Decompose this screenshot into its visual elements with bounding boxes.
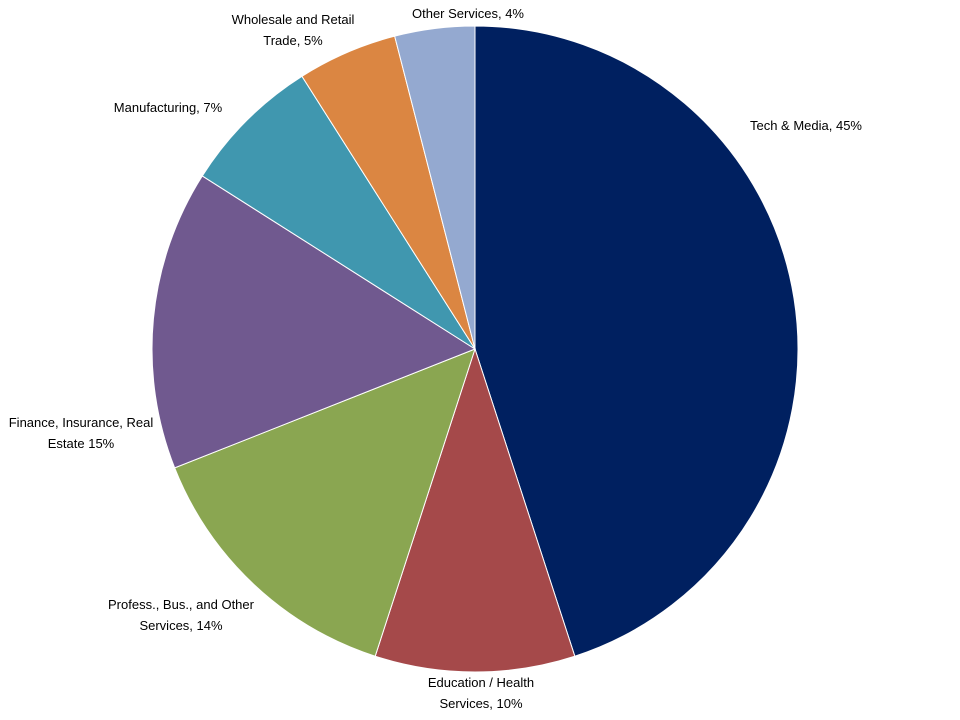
slice-label-line: Manufacturing, 7%: [114, 100, 223, 115]
slice-label-line: Services, 10%: [439, 696, 523, 711]
slice-label-4: Manufacturing, 7%: [114, 100, 223, 115]
pie-slice-1: [374, 347, 576, 673]
slice-label-5: Wholesale and Retail Trade, 5%: [232, 12, 355, 48]
slice-label-line: Wholesale and Retail: [232, 12, 355, 27]
slice-label-line: Other Services, 4%: [412, 6, 524, 21]
pie-slice-2: [174, 348, 476, 657]
pie-slices: [151, 25, 799, 673]
pie-slice-6: [394, 25, 476, 350]
slice-label-6: Other Services, 4%: [412, 6, 524, 21]
slice-label-line: Profess., Bus., and Other: [108, 597, 255, 612]
slice-label-2: Profess., Bus., and Other Services, 14%: [108, 597, 255, 633]
slice-label-3: Finance, Insurance, Real Estate 15%: [9, 415, 154, 451]
slice-label-line: Services, 14%: [139, 618, 223, 633]
pie-slice-3: [151, 175, 477, 469]
slice-label-line: Tech & Media, 45%: [750, 118, 862, 133]
slice-label-line: Education / Health: [428, 675, 534, 690]
pie-slice-0: [474, 25, 799, 657]
slice-labels: Tech & Media, 45% Education / Health Servi…: [9, 6, 863, 711]
slice-label-line: Trade, 5%: [263, 33, 323, 48]
slice-label-line: Estate 15%: [48, 436, 115, 451]
slice-label-line: Finance, Insurance, Real: [9, 415, 154, 430]
slice-label-0: Tech & Media, 45%: [750, 118, 862, 133]
slice-label-1: Education / Health Services, 10%: [428, 675, 534, 711]
pie-slice-4: [201, 75, 476, 350]
